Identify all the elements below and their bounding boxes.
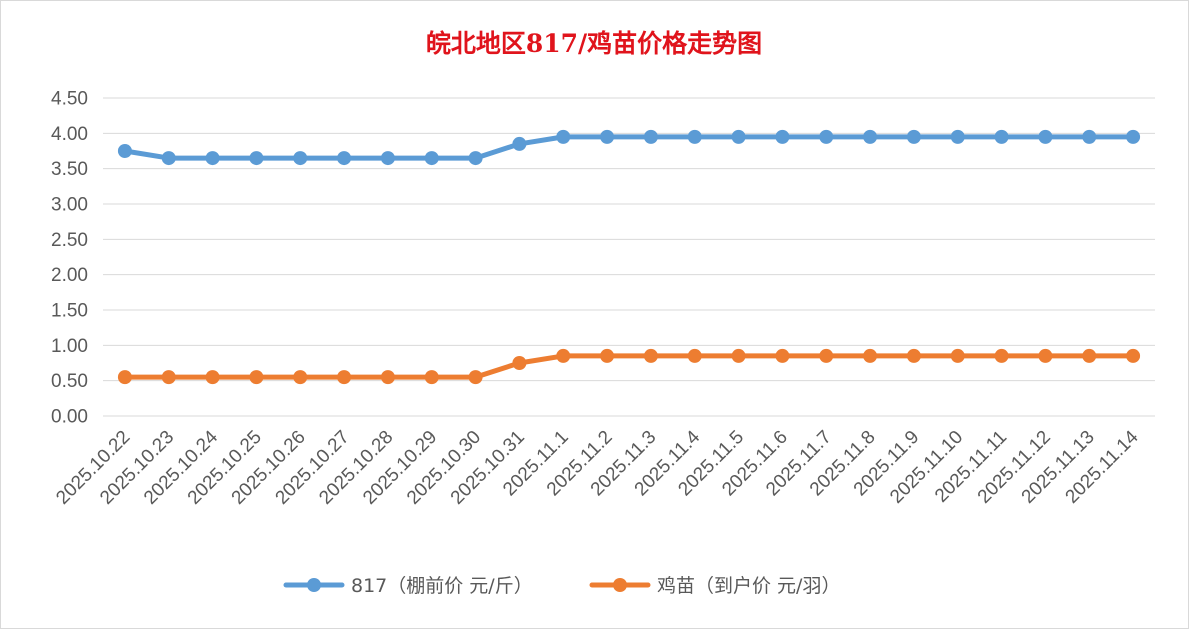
data-point: [117, 144, 132, 158]
data-point: [556, 129, 571, 144]
data-point: [1082, 348, 1097, 363]
data-point: [863, 348, 878, 363]
data-point: [512, 356, 527, 370]
legend-marker: [307, 578, 321, 592]
data-point: [117, 370, 132, 385]
data-point: [1126, 348, 1141, 363]
data-point: [468, 370, 483, 385]
data-point: [249, 151, 264, 166]
data-point: [293, 370, 308, 385]
data-point: [337, 370, 352, 385]
data-point: [731, 348, 746, 363]
data-point: [161, 151, 176, 166]
y-tick-label: 0.50: [51, 371, 88, 392]
data-point: [950, 348, 965, 363]
data-point: [161, 370, 176, 385]
data-point: [512, 136, 527, 151]
y-tick-label: 2.50: [51, 230, 88, 251]
data-point: [337, 151, 352, 166]
series-2: [117, 348, 1141, 385]
series-line: [122, 134, 1136, 161]
data-point: [1038, 348, 1053, 363]
legend-label: 鸡苗（到户价 元/羽）: [657, 575, 840, 597]
data-point: [731, 129, 746, 144]
data-point: [600, 348, 615, 363]
legend-item: 鸡苗（到户价 元/羽）: [589, 575, 840, 597]
data-point: [249, 370, 264, 385]
y-tick-label: 0.00: [51, 407, 88, 428]
data-point: [293, 151, 308, 166]
y-tick-label: 2.00: [51, 265, 88, 286]
data-point: [643, 129, 658, 144]
y-axis-tick-labels: 0.00 0.50 1.00 1.50 2.00 2.50 3.00 3.50 4.00 4.50: [51, 89, 88, 428]
data-point: [1038, 129, 1053, 144]
gridlines: [103, 97, 1155, 417]
series-group: [117, 129, 1141, 385]
legend: 817（棚前价 元/斤） 鸡苗（到户价 元/羽）: [283, 575, 840, 597]
series-line: [122, 353, 1136, 380]
data-point: [906, 129, 921, 144]
data-point: [424, 151, 439, 166]
data-point: [687, 129, 702, 144]
data-point: [643, 348, 658, 363]
y-tick-label: 3.50: [51, 159, 88, 180]
y-tick-label: 4.50: [51, 89, 88, 110]
legend-marker: [613, 578, 627, 592]
data-point: [1082, 129, 1097, 144]
data-point: [424, 370, 439, 385]
y-tick-label: 1.50: [51, 301, 88, 322]
data-point: [994, 348, 1009, 363]
series-1: [117, 129, 1141, 166]
y-tick-label: 1.00: [51, 336, 88, 357]
data-point: [205, 370, 220, 385]
data-point: [775, 348, 790, 363]
data-point: [950, 129, 965, 144]
data-point: [863, 129, 878, 144]
legend-item: 817（棚前价 元/斤）: [283, 575, 533, 597]
data-point: [1126, 129, 1141, 144]
data-point: [819, 129, 834, 144]
data-point: [687, 348, 702, 363]
data-point: [600, 129, 615, 144]
y-tick-label: 3.00: [51, 195, 88, 216]
data-point: [775, 129, 790, 144]
data-point: [205, 151, 220, 166]
data-point: [380, 370, 395, 385]
data-point: [906, 348, 921, 363]
legend-label: 817（棚前价 元/斤）: [351, 575, 533, 597]
data-point: [819, 348, 834, 363]
data-point: [380, 151, 395, 166]
data-point: [994, 129, 1009, 144]
data-point: [468, 151, 483, 166]
data-point: [556, 348, 571, 363]
y-tick-label: 4.00: [51, 124, 88, 145]
chart-title: 皖北地区817/鸡苗价格走势图: [426, 29, 762, 58]
